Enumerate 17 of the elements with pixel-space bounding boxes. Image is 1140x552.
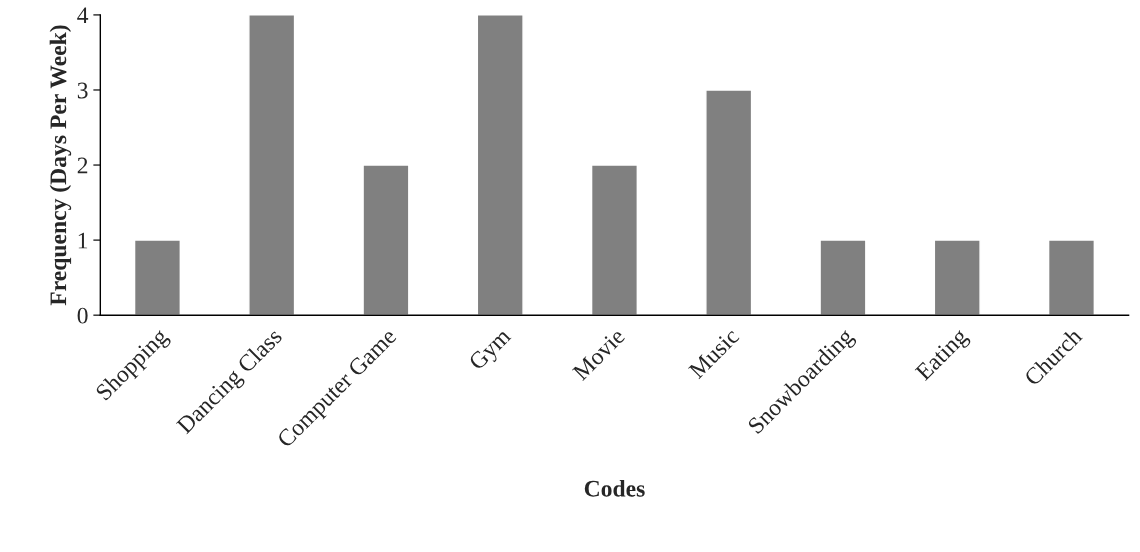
- y-tick-label: 1: [78, 232, 88, 249]
- bar: [476, 14, 524, 316]
- x-tick-label: Gym: [467, 327, 516, 375]
- x-axis-title: Codes: [584, 480, 645, 497]
- y-axis-title: Frequency (Days Per Week): [49, 25, 72, 306]
- bar: [933, 239, 981, 316]
- bar: [362, 164, 410, 316]
- y-tick-label: 4: [77, 7, 89, 24]
- bar: [705, 89, 753, 316]
- y-tick-label: 0: [77, 307, 88, 324]
- bar: [1047, 239, 1096, 316]
- y-tick-label: 3: [77, 82, 88, 99]
- bar: [248, 14, 296, 316]
- y-tick-label: 2: [77, 157, 88, 174]
- bar: [819, 239, 867, 316]
- bar: [133, 239, 181, 316]
- bar: [590, 164, 639, 316]
